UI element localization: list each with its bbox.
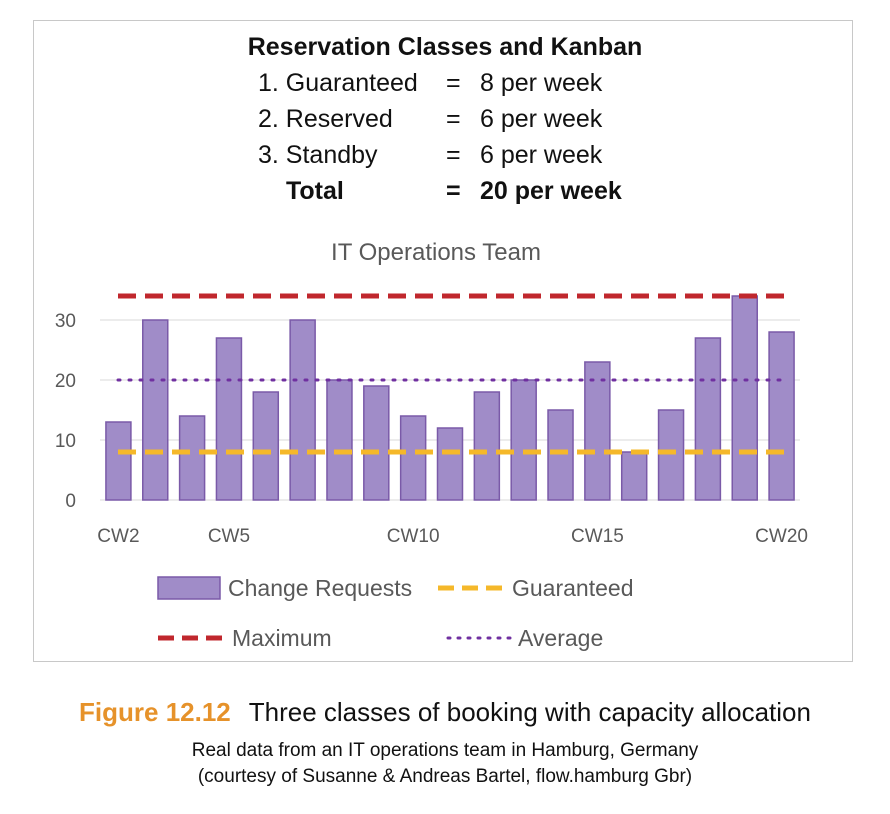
figure-caption: Figure 12.12 Three classes of booking wit… bbox=[0, 697, 890, 728]
x-tick-label: CW10 bbox=[387, 526, 440, 547]
reservation-row-guaranteed: 1. Guaranteed = 8 per week bbox=[258, 67, 658, 99]
bar-CW14 bbox=[547, 409, 574, 501]
y-tick-label: 10 bbox=[55, 431, 76, 452]
bar-CW18 bbox=[694, 337, 722, 501]
bar-CW20 bbox=[768, 331, 795, 501]
bar-CW7 bbox=[289, 319, 316, 501]
legend-swatch-change-requests bbox=[157, 576, 221, 600]
class-equals: = bbox=[446, 141, 461, 169]
bar-CW17 bbox=[657, 409, 685, 501]
bar-CW12 bbox=[473, 391, 501, 501]
y-tick-label: 0 bbox=[65, 491, 76, 512]
bar-CW13 bbox=[510, 379, 537, 501]
class-equals: = bbox=[446, 69, 461, 97]
class-equals: = bbox=[446, 105, 461, 133]
x-tick-label: CW2 bbox=[97, 526, 139, 547]
caption-line-1: Real data from an IT operations team in … bbox=[191, 740, 699, 761]
class-value: 6 per week bbox=[480, 141, 603, 169]
x-tick-label: CW15 bbox=[571, 526, 624, 547]
bar-CW19 bbox=[731, 295, 758, 501]
class-value: 8 per week bbox=[480, 69, 603, 97]
legend-label-average: Average bbox=[518, 625, 603, 651]
bar-CW4 bbox=[178, 415, 206, 501]
bar-CW5 bbox=[215, 337, 243, 501]
chart-title: IT Operations Team bbox=[331, 239, 541, 266]
reservation-row-standby: 3. Standby = 6 per week bbox=[258, 139, 658, 171]
class-equals: = bbox=[446, 177, 461, 205]
figure-title: Three classes of booking with capacity a… bbox=[248, 697, 811, 727]
y-tick-label: 20 bbox=[55, 371, 76, 392]
legend-label-change-requests: Change Requests bbox=[228, 575, 412, 601]
bar-CW2 bbox=[105, 421, 132, 501]
figure-label: Figure 12.12 bbox=[79, 697, 231, 727]
legend-label-maximum: Maximum bbox=[232, 625, 332, 651]
bar-CW16 bbox=[620, 451, 648, 501]
class-name: 2. Reserved bbox=[258, 105, 393, 133]
class-name: Total bbox=[286, 177, 344, 205]
class-name: 3. Standby bbox=[258, 141, 378, 169]
bar-CW11 bbox=[436, 427, 464, 501]
class-value: 6 per week bbox=[480, 105, 603, 133]
bar-CW10 bbox=[399, 415, 427, 501]
x-tick-label: CW20 bbox=[755, 526, 808, 547]
class-value: 20 per week bbox=[480, 177, 622, 205]
bar-CW6 bbox=[252, 391, 280, 501]
bar-CW15 bbox=[584, 361, 611, 501]
bar-CW3 bbox=[142, 319, 169, 501]
reservation-row-total: Total = 20 per week bbox=[258, 175, 658, 207]
bar-CW9 bbox=[363, 385, 390, 501]
legend-label-guaranteed: Guaranteed bbox=[512, 575, 633, 601]
bar-CW8 bbox=[326, 379, 353, 501]
reservation-title: Reservation Classes and Kanban bbox=[247, 33, 643, 61]
x-tick-label: CW5 bbox=[208, 526, 250, 547]
class-name: 1. Guaranteed bbox=[258, 69, 418, 97]
caption-line-2: (courtesy of Susanne & Andreas Bartel, f… bbox=[197, 766, 693, 787]
y-tick-label: 30 bbox=[55, 311, 76, 332]
reservation-row-reserved: 2. Reserved = 6 per week bbox=[258, 103, 658, 135]
